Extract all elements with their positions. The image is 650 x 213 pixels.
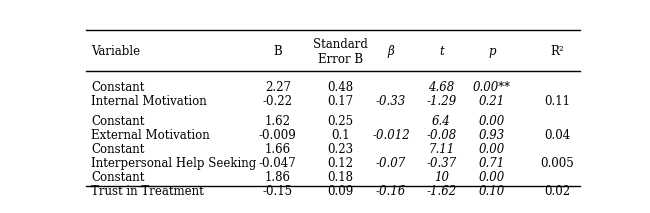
Text: 1.66: 1.66: [265, 143, 291, 156]
Text: 0.71: 0.71: [478, 157, 505, 170]
Text: 6.4: 6.4: [432, 115, 451, 128]
Text: 0.1: 0.1: [332, 129, 350, 142]
Text: 0.00: 0.00: [478, 171, 505, 184]
Text: 0.18: 0.18: [328, 171, 354, 184]
Text: 0.23: 0.23: [328, 143, 354, 156]
Text: -1.29: -1.29: [426, 95, 456, 108]
Text: 1.86: 1.86: [265, 171, 291, 184]
Text: 0.25: 0.25: [328, 115, 354, 128]
Text: 0.00: 0.00: [478, 143, 505, 156]
Text: -0.37: -0.37: [426, 157, 456, 170]
Text: Standard
Error B: Standard Error B: [313, 38, 368, 66]
Text: 7.11: 7.11: [428, 143, 454, 156]
Text: Constant: Constant: [91, 81, 145, 94]
Text: 0.005: 0.005: [540, 157, 574, 170]
Text: Internal Motivation: Internal Motivation: [91, 95, 207, 108]
Text: Constant: Constant: [91, 171, 145, 184]
Text: -0.047: -0.047: [259, 157, 296, 170]
Text: 0.00**: 0.00**: [473, 81, 511, 94]
Text: -0.08: -0.08: [426, 129, 456, 142]
Text: B: B: [274, 45, 282, 58]
Text: Trust in Treatment: Trust in Treatment: [91, 185, 204, 198]
Text: 0.21: 0.21: [478, 95, 505, 108]
Text: -1.62: -1.62: [426, 185, 456, 198]
Text: -0.16: -0.16: [376, 185, 406, 198]
Text: -0.07: -0.07: [376, 157, 406, 170]
Text: External Motivation: External Motivation: [91, 129, 210, 142]
Text: 1.62: 1.62: [265, 115, 291, 128]
Text: 0.93: 0.93: [478, 129, 505, 142]
Text: β: β: [387, 45, 395, 58]
Text: 0.10: 0.10: [478, 185, 505, 198]
Text: t: t: [439, 45, 444, 58]
Text: 0.02: 0.02: [544, 185, 570, 198]
Text: -0.009: -0.009: [259, 129, 296, 142]
Text: 0.11: 0.11: [544, 95, 570, 108]
Text: 0.48: 0.48: [328, 81, 354, 94]
Text: 0.04: 0.04: [544, 129, 571, 142]
Text: -0.15: -0.15: [263, 185, 292, 198]
Text: 4.68: 4.68: [428, 81, 454, 94]
Text: Constant: Constant: [91, 115, 145, 128]
Text: p: p: [488, 45, 495, 58]
Text: 0.09: 0.09: [328, 185, 354, 198]
Text: 10: 10: [434, 171, 449, 184]
Text: Constant: Constant: [91, 143, 145, 156]
Text: Variable: Variable: [91, 45, 140, 58]
Text: 0.00: 0.00: [478, 115, 505, 128]
Text: -0.33: -0.33: [376, 95, 406, 108]
Text: 2.27: 2.27: [265, 81, 291, 94]
Text: 0.12: 0.12: [328, 157, 354, 170]
Text: Interpersonal Help Seeking: Interpersonal Help Seeking: [91, 157, 257, 170]
Text: -0.22: -0.22: [263, 95, 292, 108]
Text: 0.17: 0.17: [328, 95, 354, 108]
Text: -0.012: -0.012: [372, 129, 410, 142]
Text: R²: R²: [551, 45, 564, 58]
